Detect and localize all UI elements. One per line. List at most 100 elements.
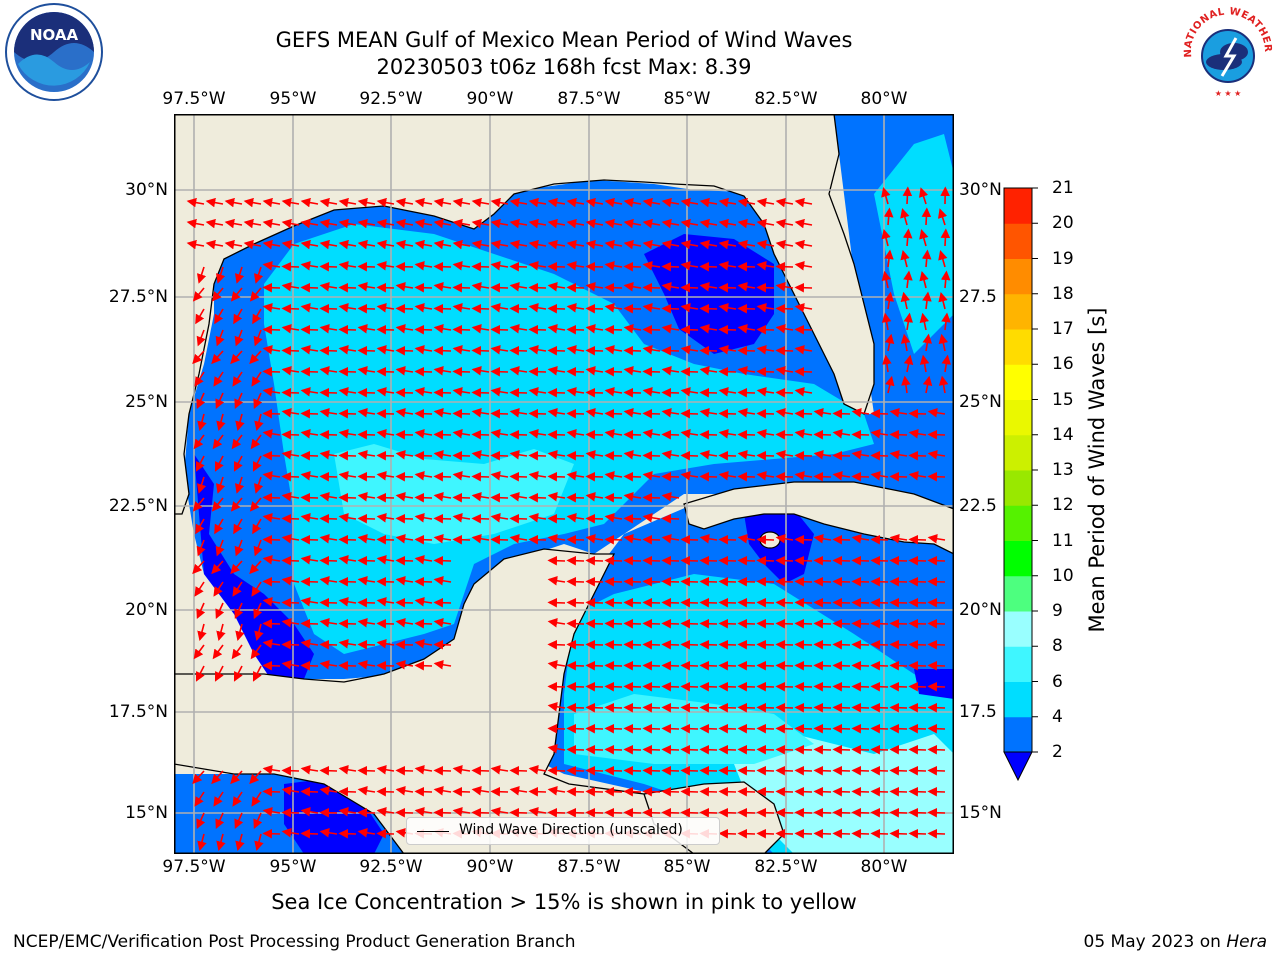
- colorbar-label-8: 13: [1052, 460, 1074, 480]
- wind-arrow: [885, 375, 895, 394]
- wind-arrow: [900, 249, 910, 268]
- wind-arrow: [718, 828, 737, 839]
- wind-arrow: [699, 429, 718, 440]
- wind-arrow: [300, 303, 319, 313]
- wind-arrow: [737, 681, 756, 692]
- wind-arrow: [338, 513, 357, 523]
- wind-arrow: [699, 702, 718, 713]
- wind-arrow: [281, 828, 300, 838]
- footer-credit: NCEP/EMC/Verification Post Processing Pr…: [13, 932, 576, 952]
- wind-arrow: [699, 366, 718, 376]
- wind-arrow: [319, 597, 338, 608]
- wind-arrow: [262, 345, 281, 355]
- wind-arrow: [547, 786, 566, 796]
- wind-arrow: [300, 239, 319, 250]
- wind-arrow: [395, 303, 414, 314]
- wind-arrow: [376, 303, 395, 313]
- wind-arrow: [870, 555, 889, 566]
- wind-arrow: [414, 197, 433, 208]
- lon-tick-bottom-7: 80°W: [860, 857, 908, 877]
- wind-arrow: [216, 623, 226, 642]
- noaa-logo: NOAA: [5, 3, 103, 101]
- wind-arrow: [490, 197, 509, 208]
- wind-arrow: [832, 429, 851, 439]
- lon-tick-top-0: 97.5°W: [162, 89, 226, 109]
- wind-arrow: [623, 786, 642, 797]
- wind-arrow: [452, 303, 471, 313]
- wind-arrow: [870, 765, 889, 776]
- colorbar-bin: [1004, 364, 1032, 400]
- wind-arrow: [547, 744, 566, 754]
- wind-arrow: [680, 597, 699, 608]
- wind-arrow: [775, 471, 794, 482]
- wind-arrow: [718, 702, 737, 713]
- wind-arrow: [250, 434, 262, 450]
- colorbar: [1003, 187, 1038, 782]
- wind-arrow: [528, 429, 547, 439]
- wind-arrow: [376, 345, 395, 355]
- wind-arrow: [642, 681, 661, 692]
- wind-arrow: [604, 492, 623, 503]
- lon-tick-bottom-2: 92.5°W: [359, 857, 423, 877]
- wind-arrow: [718, 303, 737, 313]
- wind-arrow: [680, 218, 699, 229]
- wind-arrow: [851, 429, 870, 440]
- wind-arrow: [889, 786, 908, 797]
- wind-arrow: [908, 639, 927, 650]
- wind-arrow: [490, 471, 509, 481]
- wind-arrow: [908, 660, 927, 671]
- wind-arrow: [300, 366, 319, 377]
- wind-arrow: [243, 239, 262, 250]
- wind-arrow: [585, 492, 604, 502]
- wind-arrow: [528, 387, 547, 397]
- wind-arrow: [547, 597, 566, 608]
- wind-arrow: [604, 239, 623, 250]
- wind-arrow: [357, 828, 376, 838]
- wind-arrow: [737, 218, 756, 229]
- wind-arrow: [186, 197, 205, 208]
- wind-arrow: [680, 239, 699, 250]
- wind-arrow: [281, 366, 300, 376]
- wind-arrow: [756, 681, 775, 692]
- wind-arrow: [642, 534, 661, 545]
- wind-arrow: [661, 555, 680, 566]
- wind-arrow: [338, 492, 357, 503]
- wind-arrow: [756, 786, 775, 797]
- wind-arrow: [775, 681, 794, 692]
- wind-arrow: [395, 450, 414, 460]
- wind-arrow: [253, 539, 263, 557]
- wind-arrow: [300, 197, 319, 208]
- colorbar-label-15: 20: [1052, 213, 1074, 234]
- lat-tick-right-6: 15°N: [959, 803, 1002, 823]
- wind-arrow: [623, 408, 642, 418]
- wind-arrow: [509, 471, 528, 482]
- wind-arrow: [908, 744, 927, 755]
- wind-arrow: [870, 744, 889, 755]
- wind-arrow: [232, 791, 243, 807]
- wind-arrow: [813, 450, 832, 460]
- wind-arrow: [547, 471, 566, 482]
- wind-arrow: [699, 218, 718, 229]
- wind-arrow: [642, 513, 661, 523]
- wind-arrow: [414, 261, 433, 271]
- wind-arrow: [756, 807, 775, 818]
- colorbar-bin: [1004, 434, 1032, 471]
- wind-wave-direction-arrows: [186, 186, 951, 852]
- wind-arrow: [251, 371, 262, 387]
- wind-arrow: [680, 555, 699, 566]
- wind-arrow: [737, 324, 756, 334]
- wind-arrow: [376, 218, 395, 229]
- wind-arrow: [718, 723, 737, 734]
- footer-date: 05 May 2023 on Hera: [1084, 932, 1268, 952]
- wind-arrow: [813, 807, 832, 818]
- wind-arrow: [756, 197, 775, 208]
- wind-arrow: [357, 345, 376, 356]
- wind-arrow: [414, 534, 433, 545]
- wind-arrow: [794, 765, 813, 776]
- sea-ice-note: Sea Ice Concentration > 15% is shown in …: [271, 890, 857, 914]
- wind-arrow: [528, 218, 547, 229]
- wind-arrow: [832, 534, 851, 545]
- wind-arrow: [737, 660, 756, 671]
- wind-arrow: [756, 239, 775, 250]
- wind-arrow: [338, 450, 357, 461]
